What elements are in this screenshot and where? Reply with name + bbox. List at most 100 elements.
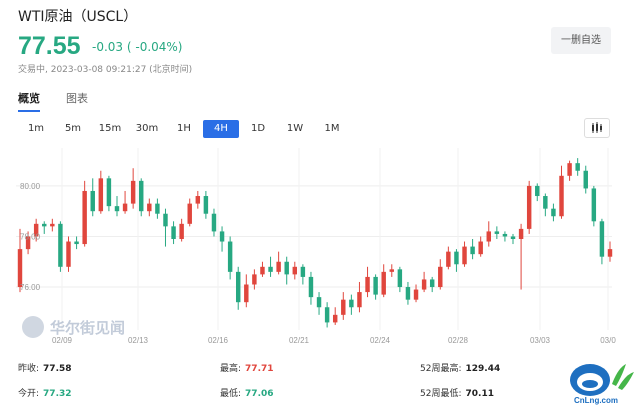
active-tab-indicator bbox=[18, 110, 40, 112]
candle bbox=[66, 236, 71, 272]
candle bbox=[260, 261, 265, 277]
candle bbox=[373, 274, 378, 300]
candle bbox=[300, 264, 306, 285]
candle bbox=[308, 271, 314, 305]
period-30m[interactable]: 30m bbox=[135, 123, 159, 134]
candle bbox=[526, 180, 532, 234]
candle bbox=[244, 274, 249, 308]
candle bbox=[98, 170, 104, 214]
trading-status: 交易中, 2023-03-08 09:21:27 (北京时间) bbox=[18, 65, 193, 75]
candle bbox=[284, 256, 289, 285]
candle bbox=[470, 239, 475, 260]
candle bbox=[365, 266, 370, 298]
candle bbox=[171, 221, 176, 245]
candle bbox=[518, 223, 524, 290]
y-tick-label: 76.00 bbox=[20, 283, 41, 292]
cnlng-logo: CnLng.com bbox=[570, 364, 634, 405]
candle bbox=[33, 218, 39, 242]
stat-52w-high: 52周最高: 129.44 bbox=[420, 364, 501, 374]
watermark-text: 华尔街见闻 bbox=[50, 318, 126, 337]
price-change: -0.03 ( -0.04%) bbox=[92, 40, 183, 54]
candle bbox=[211, 208, 217, 237]
candle bbox=[25, 231, 31, 255]
period-1m[interactable]: 1m bbox=[27, 123, 45, 134]
candle bbox=[462, 241, 467, 267]
y-tick-label: 80.00 bbox=[20, 182, 41, 191]
candle bbox=[203, 190, 209, 219]
candle bbox=[349, 294, 354, 315]
x-tick-label: 02/16 bbox=[208, 336, 229, 345]
period-4h[interactable]: 4H bbox=[203, 120, 239, 138]
y-tick-label: 78.00 bbox=[20, 232, 41, 241]
candle bbox=[292, 261, 298, 280]
candle bbox=[155, 198, 160, 219]
period-1d[interactable]: 1D bbox=[250, 123, 266, 134]
period-1mo[interactable]: 1M bbox=[324, 123, 340, 134]
candle bbox=[567, 160, 572, 181]
x-tick-label: 02/13 bbox=[128, 336, 149, 345]
candle bbox=[106, 175, 112, 212]
watermark: 华尔街见闻 bbox=[22, 316, 125, 338]
period-5m[interactable]: 5m bbox=[64, 123, 82, 134]
tab-overview[interactable]: 概览 bbox=[18, 92, 40, 105]
candlestick-icon bbox=[592, 122, 602, 133]
instrument-title: WTI原油（USCL） bbox=[18, 9, 138, 25]
candle bbox=[17, 228, 23, 293]
svg-text:CnLng.com: CnLng.com bbox=[574, 396, 618, 405]
candle bbox=[90, 178, 95, 217]
candle bbox=[397, 266, 403, 293]
chart-type-button[interactable] bbox=[584, 118, 610, 138]
stat-low: 最低: 77.06 bbox=[220, 389, 274, 399]
candle bbox=[268, 256, 273, 277]
candle bbox=[438, 259, 443, 290]
candle bbox=[42, 221, 47, 234]
candle bbox=[551, 203, 556, 222]
candle bbox=[122, 190, 128, 214]
candle bbox=[252, 269, 257, 290]
candle bbox=[421, 271, 427, 293]
candle bbox=[227, 236, 233, 280]
candle bbox=[405, 281, 411, 305]
candlestick-chart[interactable]: 80.00 78.00 76.00 02/09 02/13 02/16 02/21 02/2… bbox=[0, 142, 640, 346]
x-tick-label: 03/0 bbox=[600, 336, 616, 345]
remove-watchlist-button[interactable]: 一删自选 bbox=[551, 27, 611, 54]
candle bbox=[591, 185, 597, 227]
period-1h[interactable]: 1H bbox=[177, 123, 191, 134]
candle bbox=[599, 218, 605, 265]
candle bbox=[114, 196, 120, 217]
candle bbox=[583, 165, 588, 194]
candle bbox=[235, 266, 241, 310]
x-tick-label: 02/24 bbox=[370, 336, 391, 345]
period-15m[interactable]: 15m bbox=[98, 123, 122, 134]
stat-52w-low: 52周最低: 70.11 bbox=[420, 389, 494, 399]
candle bbox=[187, 198, 192, 227]
candle bbox=[276, 251, 281, 275]
candle bbox=[389, 264, 395, 277]
candle bbox=[454, 249, 459, 272]
current-price: 77.55 bbox=[18, 32, 81, 60]
candle bbox=[575, 158, 580, 176]
candle bbox=[219, 226, 225, 252]
candle bbox=[50, 218, 55, 232]
candle bbox=[82, 180, 87, 247]
stat-prev-close: 昨收: 77.58 bbox=[18, 364, 72, 374]
candle bbox=[74, 236, 79, 250]
candle bbox=[413, 284, 419, 303]
candle bbox=[446, 246, 451, 270]
candle bbox=[357, 281, 362, 313]
stat-high: 最高: 77.71 bbox=[220, 364, 274, 374]
candle bbox=[332, 307, 338, 325]
candle bbox=[510, 233, 516, 245]
candle bbox=[535, 183, 540, 202]
candle bbox=[147, 198, 152, 217]
candle bbox=[502, 231, 508, 242]
candle bbox=[324, 302, 330, 328]
candle bbox=[341, 292, 346, 320]
period-1w[interactable]: 1W bbox=[286, 123, 304, 134]
candle bbox=[478, 236, 483, 257]
candle bbox=[559, 165, 564, 219]
tab-chart[interactable]: 图表 bbox=[66, 92, 88, 105]
candle bbox=[607, 241, 613, 262]
candle bbox=[316, 292, 322, 315]
x-tick-label: 02/09 bbox=[52, 336, 73, 345]
